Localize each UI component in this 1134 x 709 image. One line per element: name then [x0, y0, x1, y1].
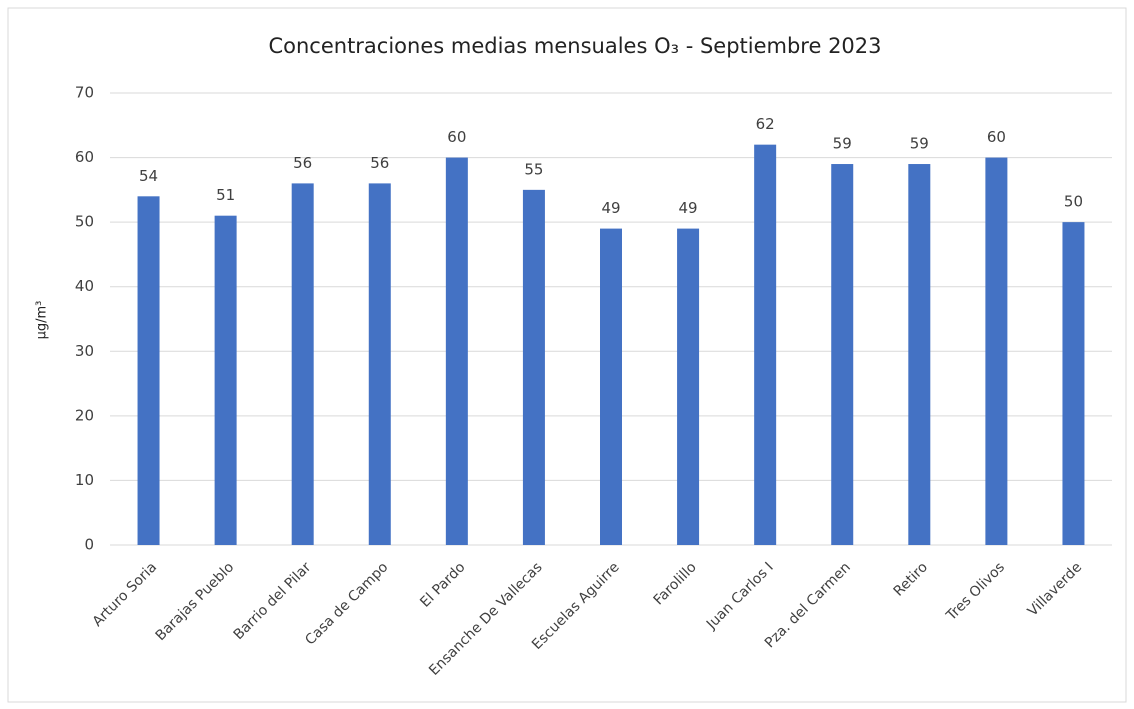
- chart-frame: [7, 7, 1127, 703]
- y-tick-label: 60: [75, 148, 94, 166]
- data-label: 55: [524, 160, 543, 178]
- chart-title: Concentraciones medias mensuales O₃ - Se…: [268, 34, 881, 58]
- y-tick-label: 0: [84, 536, 94, 554]
- y-tick-label: 70: [75, 84, 94, 102]
- data-label: 50: [1064, 193, 1083, 211]
- bar: [1062, 222, 1085, 545]
- bar: [445, 157, 468, 546]
- bar: [291, 183, 314, 545]
- bar: [214, 215, 237, 545]
- bar: [368, 183, 391, 545]
- bar: [137, 196, 160, 546]
- y-axis-label: µg/m³: [35, 301, 50, 340]
- data-label: 56: [370, 154, 389, 172]
- data-label: 60: [987, 128, 1006, 146]
- data-label: 54: [139, 167, 158, 185]
- data-label: 56: [293, 154, 312, 172]
- y-tick-label: 10: [75, 471, 94, 489]
- bar: [754, 144, 777, 545]
- bar: [831, 164, 854, 545]
- bar: [985, 157, 1008, 546]
- data-label: 49: [601, 199, 620, 217]
- data-label: 62: [756, 115, 775, 133]
- bar: [600, 228, 622, 545]
- bar: [908, 164, 931, 545]
- bar: [677, 228, 700, 545]
- bar: [522, 189, 545, 545]
- y-tick-label: 20: [75, 406, 94, 424]
- data-label: 51: [216, 186, 235, 204]
- data-label: 49: [679, 199, 698, 217]
- data-label: 60: [447, 128, 466, 146]
- y-tick-label: 50: [75, 213, 94, 231]
- data-label: 59: [910, 135, 929, 153]
- y-tick-label: 30: [75, 342, 94, 360]
- data-label: 59: [833, 135, 852, 153]
- y-tick-label: 40: [75, 277, 94, 295]
